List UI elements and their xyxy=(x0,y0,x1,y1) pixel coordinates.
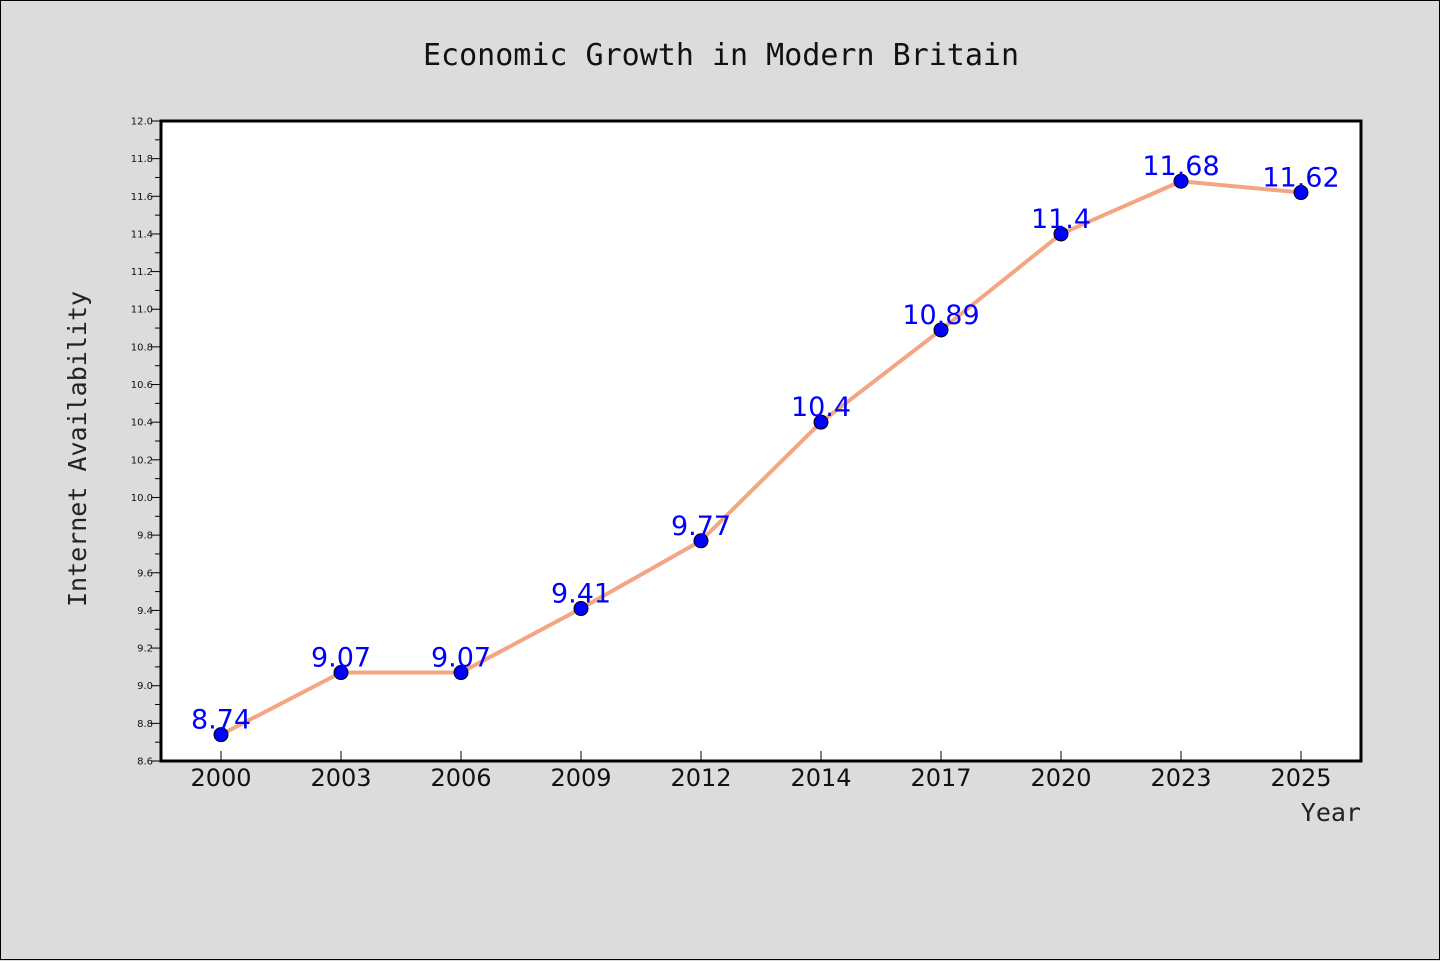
y-tick-label: 10.2 xyxy=(131,455,153,466)
x-tick-label: 2006 xyxy=(430,764,491,792)
data-point xyxy=(813,414,829,430)
data-label: 9.07 xyxy=(311,643,371,674)
x-tick-label: 2009 xyxy=(550,764,611,792)
y-tick-label: 8.6 xyxy=(137,757,153,768)
y-tick-label: 9.8 xyxy=(137,531,153,542)
y-tick-label: 10.8 xyxy=(131,342,153,353)
chart-title: Economic Growth in Modern Britain xyxy=(423,38,1019,73)
x-tick-label: 2020 xyxy=(1030,764,1091,792)
data-point xyxy=(453,665,469,681)
series-line xyxy=(220,179,1302,737)
data-label: 11.62 xyxy=(1262,163,1339,194)
y-tick-label: 9.6 xyxy=(137,568,153,579)
data-label: 11.68 xyxy=(1142,151,1219,182)
data-label: 9.77 xyxy=(671,511,731,542)
y-tick-label: 10.0 xyxy=(131,493,153,504)
y-tick-label: 11.8 xyxy=(131,154,153,165)
data-label: 10.4 xyxy=(791,392,851,423)
y-tick-label: 12.0 xyxy=(131,117,153,128)
x-tick-label: 2014 xyxy=(790,764,851,792)
data-points xyxy=(213,173,1309,743)
y-tick-label: 11.2 xyxy=(131,267,153,278)
y-tick-label: 11.4 xyxy=(131,229,153,240)
y-axis: 8.6 8.8 9.0 9.2 9.4 9.6 9.8 10.0 10.2 10.4 10.6 10.… xyxy=(131,117,161,768)
plot-area xyxy=(159,119,1363,763)
data-label: 8.74 xyxy=(191,705,251,736)
data-point xyxy=(213,727,229,743)
x-tick-label: 2012 xyxy=(670,764,731,792)
y-tick-label: 9.0 xyxy=(137,681,153,692)
x-tick-label: 2017 xyxy=(910,764,971,792)
data-point xyxy=(1293,185,1309,201)
data-label: 9.07 xyxy=(431,643,491,674)
x-tick-label: 2003 xyxy=(310,764,371,792)
y-tick-label: 8.8 xyxy=(137,719,153,730)
data-label: 11.4 xyxy=(1031,204,1091,235)
x-axis: 2000 2003 2006 2009 2012 2014 2017 2020 2023 2025 xyxy=(190,751,1332,792)
data-labels: 8.74 9.07 9.07 9.41 9.77 10.4 10.89 11.4 11.68 11… xyxy=(191,151,1340,735)
y-tick-label: 9.4 xyxy=(137,606,153,617)
data-label: 9.41 xyxy=(551,579,611,610)
data-point xyxy=(573,601,589,617)
y-tick-label: 9.2 xyxy=(137,644,153,655)
data-point xyxy=(933,322,949,338)
x-tick-label: 2025 xyxy=(1270,764,1331,792)
data-point xyxy=(333,665,349,681)
y-axis-label: Internet Availability xyxy=(63,291,92,607)
y-tick-label: 11.0 xyxy=(131,305,153,316)
data-point xyxy=(1053,226,1069,242)
y-tick-label: 11.6 xyxy=(131,192,153,203)
data-point xyxy=(693,533,709,549)
x-tick-label: 2000 xyxy=(190,764,251,792)
data-label: 10.89 xyxy=(902,300,979,331)
x-tick-label: 2023 xyxy=(1150,764,1211,792)
y-tick-label: 10.6 xyxy=(131,380,153,391)
x-axis-label: Year xyxy=(1301,798,1361,827)
data-point xyxy=(1173,173,1189,189)
y-tick-label: 10.4 xyxy=(131,418,153,429)
